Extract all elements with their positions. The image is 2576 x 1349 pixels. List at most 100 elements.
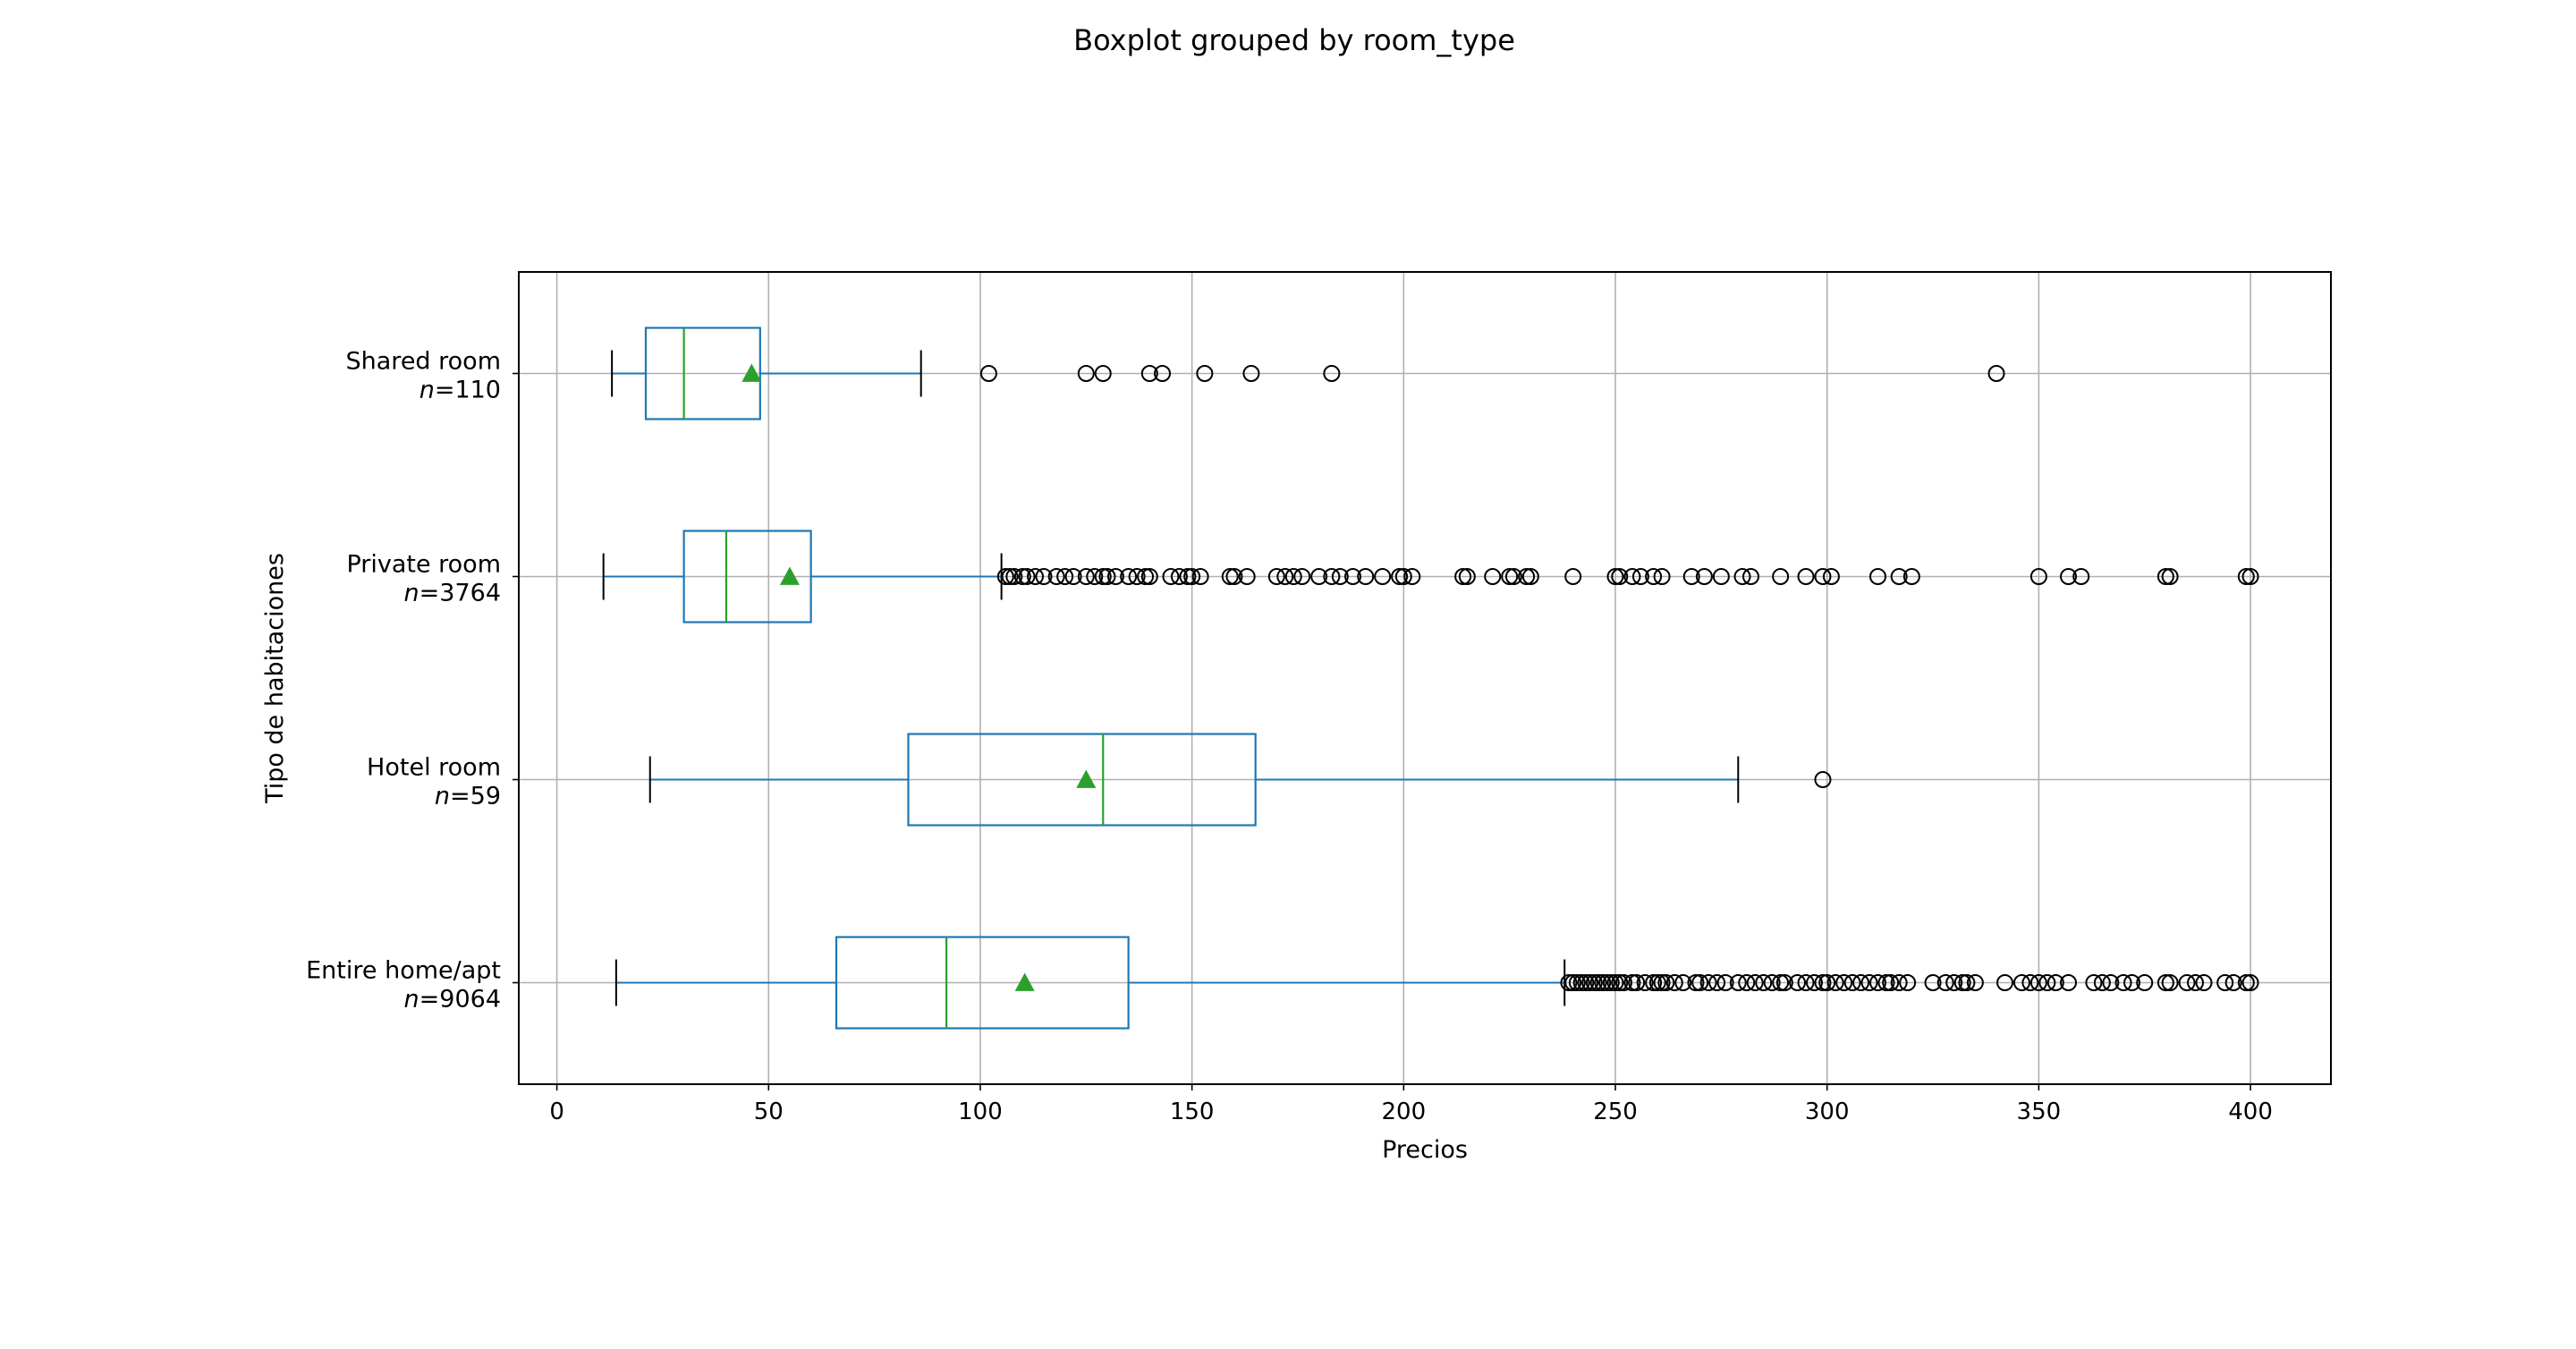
outlier-point <box>1611 974 1629 991</box>
outlier-point <box>1077 568 1095 585</box>
outlier-point <box>1953 974 1971 991</box>
outlier-point <box>1183 568 1201 585</box>
box-group <box>648 733 1832 827</box>
outlier-point <box>2029 568 2047 585</box>
outlier-point <box>1818 974 1836 991</box>
chart-title: Boxplot grouped by room_type <box>1073 23 1515 57</box>
outlier-point <box>2241 974 2259 991</box>
outlier-point <box>1822 568 1840 585</box>
x-tick-label: 200 <box>1382 1099 1427 1125</box>
outlier-point <box>1869 568 1886 585</box>
outlier-point <box>1140 568 1158 585</box>
outlier-point <box>2060 974 2078 991</box>
outlier-point <box>1687 974 1705 991</box>
outlier-point <box>1860 974 1878 991</box>
x-axis-label: Precios <box>1382 1136 1468 1164</box>
x-tick-label: 150 <box>1170 1099 1215 1125</box>
x-tick-label: 100 <box>958 1099 1003 1125</box>
outlier-point <box>1653 568 1671 585</box>
box-group <box>602 530 2259 624</box>
outlier-point <box>2123 974 2141 991</box>
outlier-point <box>1564 974 1582 991</box>
outlier-point <box>1674 974 1692 991</box>
outlier-point <box>1577 974 1595 991</box>
outlier-point <box>1581 974 1599 991</box>
outlier-point <box>1729 974 1747 991</box>
outlier-point <box>1691 974 1709 991</box>
iqr-box <box>682 530 812 624</box>
outlier-point <box>1310 568 1328 585</box>
outlier-point <box>1653 974 1671 991</box>
outlier-point <box>1606 974 1624 991</box>
outlier-point <box>1403 568 1421 585</box>
outlier-point <box>1323 568 1341 585</box>
outlier-point <box>1518 568 1536 585</box>
outlier-point <box>2237 568 2255 585</box>
outlier-point <box>1564 568 1582 585</box>
outlier-point <box>1772 974 1790 991</box>
outlier-point <box>1137 568 1155 585</box>
outlier-point <box>2021 974 2039 991</box>
outlier-point <box>1501 568 1519 585</box>
outlier-point <box>1775 974 1793 991</box>
outlier-point <box>1344 568 1362 585</box>
outlier-point <box>1695 568 1713 585</box>
outlier-point <box>1484 568 1502 585</box>
outlier-point <box>996 568 1014 585</box>
outlier-point <box>1568 974 1586 991</box>
outlier-point <box>2114 974 2132 991</box>
outlier-point <box>1741 568 1759 585</box>
grid-lines <box>519 272 2331 1084</box>
outlier-point <box>1458 568 1476 585</box>
outlier-point <box>1966 974 1984 991</box>
outlier-point <box>1284 568 1302 585</box>
outlier-point <box>1835 974 1853 991</box>
outlier-point <box>1814 771 1832 788</box>
plot-frame <box>518 271 2332 1085</box>
outlier-point <box>1645 974 1663 991</box>
outlier-point <box>1238 568 1256 585</box>
outlier-point <box>1843 974 1861 991</box>
outlier-point <box>1598 974 1616 991</box>
outlier-point <box>1225 568 1243 585</box>
outlier-point <box>1521 568 1539 585</box>
outlier-point <box>1623 974 1641 991</box>
mean-marker <box>741 363 762 382</box>
outlier-point <box>1094 568 1112 585</box>
iqr-box <box>644 327 761 420</box>
outlier-point <box>1128 568 1146 585</box>
outlier-point <box>2224 974 2242 991</box>
outlier-point <box>1594 974 1612 991</box>
outlier-point <box>1140 365 1158 382</box>
outlier-point <box>1047 568 1065 585</box>
outlier-point <box>1196 365 1214 382</box>
outlier-point <box>1945 974 1963 991</box>
outlier-point <box>2093 974 2111 991</box>
outlier-point <box>1631 568 1649 585</box>
outlier-point <box>1106 568 1124 585</box>
outlier-point <box>1628 974 1646 991</box>
outlier-point <box>2178 974 2196 991</box>
outlier-point <box>1899 974 1917 991</box>
outlier-point <box>2038 974 2056 991</box>
outlier-point <box>1648 974 1666 991</box>
x-axis-ticks: 0 50 100 150 200 250 300 350 400 <box>549 1084 2273 1125</box>
outlier-point <box>1323 365 1341 382</box>
iqr-box <box>835 936 1130 1030</box>
outlier-point <box>1902 568 1920 585</box>
outlier-point <box>1814 974 1832 991</box>
outlier-point <box>2060 568 2078 585</box>
iqr-box <box>907 733 1257 827</box>
outlier-point <box>2161 974 2179 991</box>
outlier-point <box>1712 568 1730 585</box>
outlier-point <box>2012 974 2030 991</box>
outlier-point <box>1170 568 1188 585</box>
outlier-point <box>1682 568 1700 585</box>
outlier-point <box>1027 568 1045 585</box>
box-group <box>614 936 2259 1030</box>
outlier-point <box>1293 568 1311 585</box>
outlier-point <box>1623 568 1641 585</box>
outlier-point <box>2187 974 2205 991</box>
outlier-point <box>1013 568 1031 585</box>
